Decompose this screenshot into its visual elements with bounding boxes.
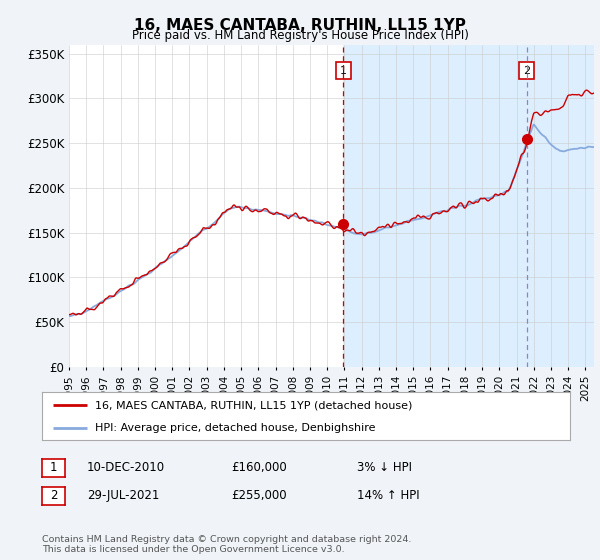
Text: 3% ↓ HPI: 3% ↓ HPI (357, 461, 412, 474)
Text: £160,000: £160,000 (231, 461, 287, 474)
Text: 16, MAES CANTABA, RUTHIN, LL15 1YP (detached house): 16, MAES CANTABA, RUTHIN, LL15 1YP (deta… (95, 400, 412, 410)
Bar (343, 45, 527, 367)
Text: 14% ↑ HPI: 14% ↑ HPI (357, 489, 419, 502)
Text: Price paid vs. HM Land Registry's House Price Index (HPI): Price paid vs. HM Land Registry's House … (131, 29, 469, 42)
Text: 10-DEC-2010: 10-DEC-2010 (87, 461, 165, 474)
Text: 16, MAES CANTABA, RUTHIN, LL15 1YP: 16, MAES CANTABA, RUTHIN, LL15 1YP (134, 18, 466, 33)
Text: 29-JUL-2021: 29-JUL-2021 (87, 489, 160, 502)
Text: £255,000: £255,000 (231, 489, 287, 502)
Text: Contains HM Land Registry data © Crown copyright and database right 2024.
This d: Contains HM Land Registry data © Crown c… (42, 535, 412, 554)
Text: 2: 2 (523, 66, 530, 76)
Text: 2: 2 (50, 489, 57, 502)
Text: 1: 1 (340, 66, 347, 76)
Bar (527, 45, 594, 367)
Text: 1: 1 (50, 461, 57, 474)
Text: HPI: Average price, detached house, Denbighshire: HPI: Average price, detached house, Denb… (95, 423, 376, 433)
